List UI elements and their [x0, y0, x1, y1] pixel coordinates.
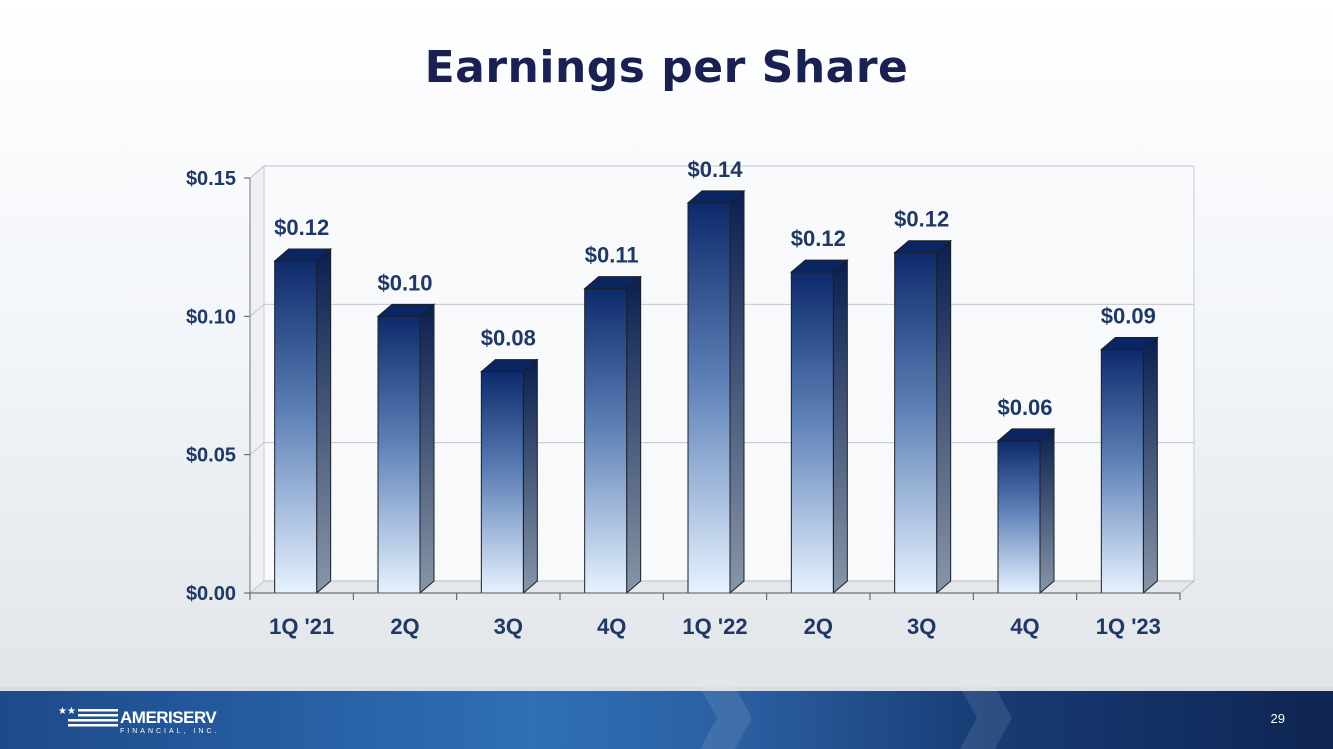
bar-value-label: $0.11 [585, 243, 639, 268]
y-gridline [249, 303, 1194, 317]
footer-divider [0, 687, 1333, 691]
bar: $0.09 [1099, 304, 1159, 595]
bar-value-label: $0.10 [377, 270, 432, 295]
bar-front [480, 371, 524, 594]
x-tick-label: 3Q [907, 614, 936, 639]
flag-stars-icon: ★★ [58, 706, 118, 727]
plot-side-wall [249, 164, 265, 595]
bar: $0.12 [789, 226, 849, 595]
bar-side [729, 189, 745, 595]
bar-value-label: $0.14 [687, 157, 743, 182]
x-tick-label: 3Q [494, 614, 523, 639]
bar: $0.14 [686, 157, 746, 595]
footer-band: ★★ AMERISERV FINANCIAL, INC. 29 [0, 687, 1333, 749]
y-tick-label: $0.10 [186, 306, 236, 328]
y-tick-label: $0.05 [186, 445, 236, 467]
y-gridline [249, 165, 1194, 179]
bar: $0.12 [893, 207, 953, 595]
x-axis: 1Q '21 2Q 3Q 4Q 1Q '22 2Q 3Q 4Q 1Q '23 [249, 592, 1181, 639]
bar-side [316, 247, 332, 595]
bar-front [584, 288, 628, 594]
bar: $0.12 [273, 215, 333, 595]
y-tick-label: $0.15 [186, 168, 236, 190]
bar: $0.08 [479, 326, 539, 595]
bar-front [894, 252, 938, 594]
x-tick-label: 4Q [1010, 614, 1039, 639]
page-number: 29 [1270, 711, 1285, 726]
x-tick-label: 1Q '21 [269, 614, 334, 639]
footer-chevrons [700, 687, 1012, 749]
y-gridline [249, 442, 1194, 456]
bar-front [1100, 349, 1144, 594]
bar-value-label: $0.12 [894, 207, 949, 232]
bar-front [377, 315, 421, 594]
brand-name: AMERISERV [120, 708, 217, 727]
x-tick-label: 1Q '22 [682, 614, 747, 639]
x-tick-label: 2Q [390, 614, 419, 639]
bar-side [832, 258, 848, 595]
bar-side [419, 303, 435, 595]
bar: $0.10 [376, 270, 436, 595]
y-axis: $0.00 $0.05 $0.10 $0.15 [186, 165, 1194, 605]
bar-value-label: $0.06 [997, 395, 1052, 420]
bar-front [997, 440, 1041, 594]
x-tick-label: 1Q '23 [1096, 614, 1161, 639]
bar: $0.11 [583, 243, 643, 595]
bar-side [522, 358, 538, 595]
bar-side [626, 275, 642, 595]
bar-value-label: $0.12 [791, 226, 846, 251]
x-tick-label: 4Q [597, 614, 626, 639]
bar-front [274, 260, 318, 594]
brand-subtitle: FINANCIAL, INC. [120, 728, 220, 735]
svg-text:★★: ★★ [58, 706, 76, 717]
bar-side [1039, 427, 1055, 595]
company-logo: ★★ AMERISERV FINANCIAL, INC. [58, 700, 238, 740]
x-tick-label: 2Q [804, 614, 833, 639]
bar-side [936, 239, 952, 595]
bars: $0.12 $0.10 $0.08 $0.11 $0.14 $0.12 $0.12 $0.06… [273, 157, 1159, 595]
bar-side [1142, 336, 1158, 595]
bar: $0.06 [996, 395, 1056, 595]
bar-front [790, 271, 834, 594]
slide-title: Earnings per Share [424, 42, 909, 93]
y-tick-label: $0.00 [186, 583, 236, 605]
bar-value-label: $0.12 [274, 215, 329, 240]
bar-value-label: $0.08 [481, 326, 536, 351]
bar-front [687, 202, 731, 594]
eps-bar-chart: $0.00$0.05$0.10$0.15 $0.12$0.10$0.08$0.1… [186, 157, 1196, 639]
bar-value-label: $0.09 [1101, 304, 1156, 329]
